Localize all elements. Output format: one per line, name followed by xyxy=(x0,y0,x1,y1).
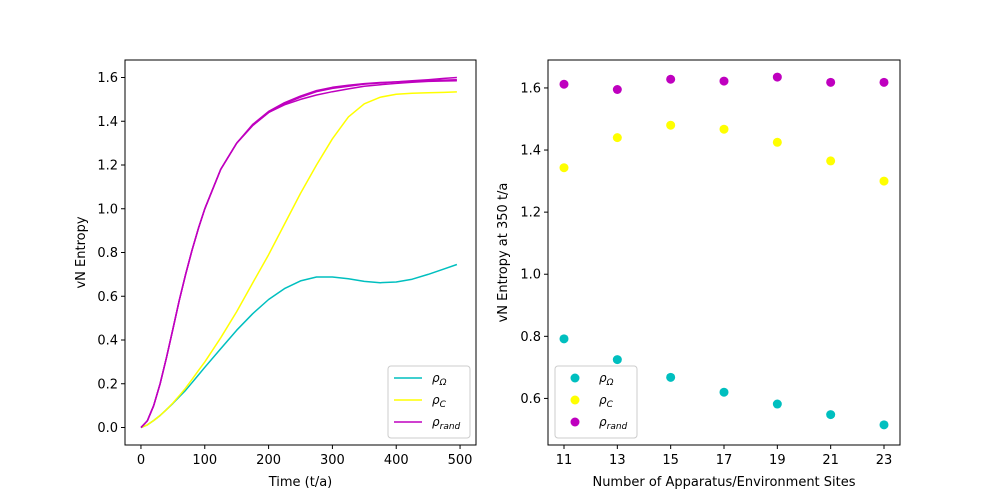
left-chart-panel: 0 100 200 300 400 500 0.0 0.2 0.4 0.6 0.8 1.0 1.2 1.… xyxy=(74,59,477,490)
right-chart-legend-symbol: ρ xyxy=(599,393,607,407)
right-chart-point-2-1 xyxy=(612,84,622,94)
right-chart-x-tick-label: 21 xyxy=(822,453,839,468)
right-chart-legend-symbol: ρ xyxy=(599,371,607,385)
left-chart-legend-box xyxy=(387,365,471,439)
left-chart-lines xyxy=(140,76,458,429)
right-chart-legend-symbol: ρ xyxy=(599,415,607,429)
right-chart-panel: 11 13 15 17 19 21 23 0.6 0.8 1.0 1.2 1.4 1.6 Number… xyxy=(496,59,901,490)
right-chart-x-ticks: 11 13 15 17 19 21 23 xyxy=(556,445,893,468)
left-chart-y-tick-label: 0.6 xyxy=(97,290,118,305)
right-chart-y-ticks: 0.6 0.8 1.0 1.2 1.4 1.6 xyxy=(520,81,548,407)
left-chart-y-axis-label: vN Entropy xyxy=(74,216,89,288)
right-chart-y-axis-label: vN Entropy at 350 t/a xyxy=(496,183,511,323)
left-chart-x-tick-label: 500 xyxy=(448,453,473,468)
left-chart-legend-symbol: ρ xyxy=(432,393,440,407)
left-chart-legend-label: ρrand xyxy=(432,415,461,432)
right-chart-point-2-2 xyxy=(666,74,676,84)
right-chart-legend-subscript: C xyxy=(607,400,614,410)
left-chart-y-tick-label: 0.8 xyxy=(97,246,118,261)
right-chart-x-tick-label: 17 xyxy=(716,453,733,468)
right-chart-point-1-2 xyxy=(666,120,676,130)
left-chart-legend-symbol: ρ xyxy=(432,371,440,385)
right-chart-legend-swatch xyxy=(570,417,580,427)
right-chart-legend-label: ρC xyxy=(599,393,614,410)
right-chart-x-tick-label: 19 xyxy=(769,453,786,468)
left-chart-y-tick-label: 1.2 xyxy=(97,159,118,174)
right-chart-y-tick-label: 1.6 xyxy=(520,81,541,96)
left-chart-y-tick-label: 0.4 xyxy=(97,334,118,349)
left-chart-x-axis-label: Time (t/a) xyxy=(268,475,333,490)
right-chart-point-0-6 xyxy=(879,420,889,430)
left-chart-legend-subscript: C xyxy=(440,400,447,410)
right-chart-point-2-0 xyxy=(559,79,569,89)
right-chart-y-tick-label: 1.2 xyxy=(520,206,541,221)
right-chart-x-tick-label: 11 xyxy=(556,453,573,468)
right-chart-legend-subscript: Ω xyxy=(606,378,614,388)
right-chart-x-tick-label: 13 xyxy=(609,453,626,468)
right-chart-x-axis-label: Number of Apparatus/Environment Sites xyxy=(592,475,855,490)
right-chart-y-tick-label: 0.8 xyxy=(520,330,541,345)
right-chart-point-0-3 xyxy=(719,387,729,397)
right-chart-legend-label: ρrand xyxy=(599,415,628,432)
right-chart-legend-swatch xyxy=(570,373,580,383)
right-chart-y-tick-label: 1.4 xyxy=(520,144,541,159)
right-chart-point-1-0 xyxy=(559,163,569,173)
left-chart-legend-subscript: rand xyxy=(440,422,461,432)
left-chart-x-tick-label: 0 xyxy=(137,453,145,468)
right-chart-point-2-5 xyxy=(826,77,836,87)
right-chart-x-tick-label: 15 xyxy=(662,453,679,468)
left-chart-legend-label: ρC xyxy=(432,393,447,410)
left-chart-x-tick-label: 300 xyxy=(320,453,345,468)
right-chart-point-0-0 xyxy=(559,334,569,344)
right-chart-y-tick-label: 0.6 xyxy=(520,392,541,407)
left-chart-y-tick-label: 1.4 xyxy=(97,115,118,130)
left-chart-y-ticks: 0.0 0.2 0.4 0.6 0.8 1.0 1.2 1.4 1.6 xyxy=(97,71,125,436)
right-chart-point-1-1 xyxy=(612,133,622,143)
left-chart-x-ticks: 0 100 200 300 400 500 xyxy=(137,445,473,468)
right-chart-x-tick-label: 23 xyxy=(876,453,893,468)
left-chart-y-tick-label: 0.2 xyxy=(97,377,118,392)
right-chart-point-2-3 xyxy=(719,76,729,86)
right-chart-point-0-5 xyxy=(826,410,836,420)
right-chart-y-tick-label: 1.0 xyxy=(520,268,541,283)
left-chart-legend-subscript: Ω xyxy=(439,378,447,388)
left-chart-y-tick-label: 0.0 xyxy=(97,421,118,436)
right-chart-point-1-5 xyxy=(826,156,836,166)
right-chart-point-2-6 xyxy=(879,77,889,87)
right-chart-legend-subscript: rand xyxy=(607,422,628,432)
right-chart-points xyxy=(559,72,889,430)
right-chart-point-0-1 xyxy=(612,355,622,365)
right-chart-point-1-3 xyxy=(719,124,729,134)
left-chart-x-tick-label: 100 xyxy=(192,453,217,468)
right-chart-point-0-4 xyxy=(772,399,782,409)
left-chart-x-tick-label: 400 xyxy=(384,453,409,468)
right-chart-point-2-4 xyxy=(772,72,782,82)
left-chart-y-tick-label: 1.0 xyxy=(97,202,118,217)
left-chart-series-line-1 xyxy=(140,91,457,429)
left-chart-y-tick-label: 1.6 xyxy=(97,71,118,86)
right-chart-point-0-2 xyxy=(666,372,676,382)
left-chart-legend-symbol: ρ xyxy=(432,415,440,429)
right-chart-point-1-6 xyxy=(879,176,889,186)
left-chart-series-line-4 xyxy=(140,76,457,429)
right-chart-legend-swatch xyxy=(570,395,580,405)
right-chart-point-1-4 xyxy=(772,137,782,147)
left-chart-legend-label: ρΩ xyxy=(432,371,447,388)
right-chart-legend-label: ρΩ xyxy=(599,371,614,388)
left-chart-x-tick-label: 200 xyxy=(256,453,281,468)
